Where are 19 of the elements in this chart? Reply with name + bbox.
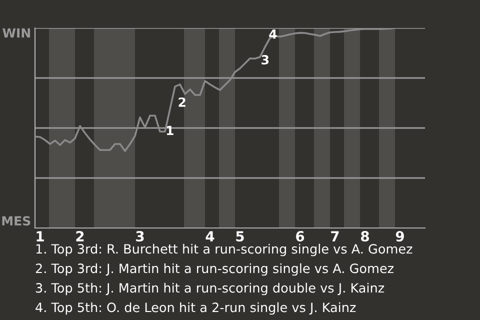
text: WIN: [2, 28, 30, 38]
x-tick-label: 8: [361, 231, 369, 242]
x-tick-label: 4: [206, 231, 214, 242]
x-tick-label: 9: [396, 231, 404, 242]
x-tick-label: 1: [36, 231, 44, 242]
text: 3. Top 5th: J. Martin hit a run-scoring double vs J. Kainz: [36, 282, 384, 296]
text: MES: [2, 216, 30, 226]
annotation: 3: [262, 55, 269, 65]
x-tick-label: 7: [331, 231, 339, 242]
x-tick-label: 3: [136, 231, 144, 242]
text: 1. Top 3rd: R. Burchett hit a run-scoring single vs A. Gomez: [36, 244, 412, 256]
text: 2. Top 3rd: J. Martin hit a run-scoring single vs A. Gomez: [36, 263, 394, 276]
x-tick-label: 2: [76, 231, 84, 242]
x-tick-label: 5: [236, 231, 244, 242]
x-tick-label: 6: [296, 231, 304, 242]
text: 4. Top 5th: O. de Leon hit a 2-run single vs J. Kainz: [36, 302, 356, 315]
annotation: 2: [178, 97, 186, 107]
annotation: 1: [166, 126, 174, 136]
annotation: 4: [269, 30, 277, 39]
